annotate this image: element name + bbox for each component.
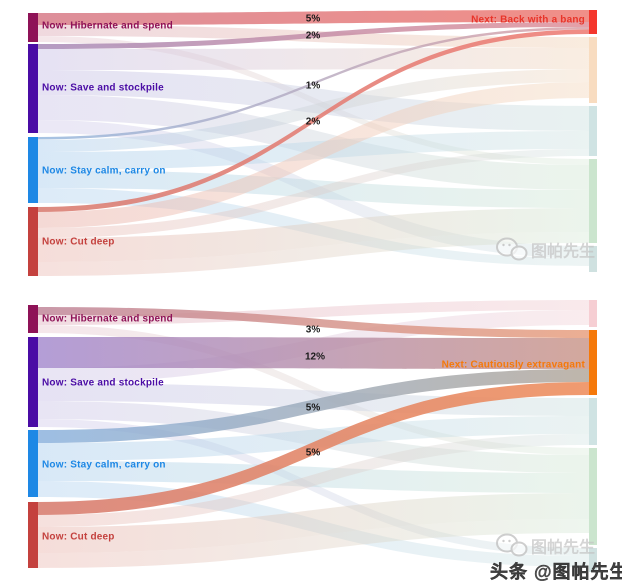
node-cautious	[589, 330, 597, 395]
wechat-bubble-eye-icon	[508, 243, 511, 247]
flow-save-to-cautious-highlighted	[38, 337, 589, 369]
flow-save-to-next-2	[38, 48, 589, 70]
sankey-svg-bottom: Now: Hibernate and spend Now: Save and st…	[28, 300, 622, 582]
node-next-3	[589, 398, 597, 445]
flow-save-to-next-5	[38, 419, 589, 556]
wechat-bubble-eye-icon	[508, 539, 511, 543]
flow-save-to-back-highlighted	[38, 22, 589, 49]
wechat-bubble-small-icon	[510, 541, 528, 557]
flow-cut-to-cautious-highlighted	[38, 382, 589, 515]
flow-percentage-label: 12%	[305, 352, 325, 363]
flow-cut-to-next-4b	[38, 519, 589, 568]
node-next-1	[589, 300, 597, 327]
sankey-svg-top: Now: Hibernate and spend Now: Save and st…	[28, 10, 597, 276]
node-calm	[28, 137, 38, 203]
flow-cut-to-next-4b	[38, 232, 589, 276]
flow-percentage-label: 1%	[306, 81, 321, 92]
flow-percentage-label: 3%	[306, 325, 321, 336]
node-label-save: Now: Save and stockpile	[42, 378, 164, 389]
flow-cut-to-next-4	[38, 493, 589, 553]
flow-cut-to-next-4	[38, 208, 589, 262]
watermark: 图帕先生	[496, 237, 595, 261]
wechat-bubble-small-icon	[510, 245, 528, 261]
node-save	[28, 337, 38, 427]
node-next-5	[589, 548, 597, 572]
node-label-cut: Now: Cut deep	[42, 237, 115, 248]
flow-percentage-label: 2%	[306, 117, 321, 128]
flow-percentage-label: 5%	[306, 14, 321, 25]
flow-percentage-label: 5%	[306, 403, 321, 414]
node-next-5	[589, 246, 597, 272]
sankey-chart-top: Now: Hibernate and spend Now: Save and st…	[0, 0, 622, 290]
flow-cut-to-next-3	[38, 149, 589, 238]
sankey-chart-bottom: Now: Hibernate and spend Now: Save and st…	[0, 297, 622, 587]
node-label-cut: Now: Cut deep	[42, 532, 115, 543]
node-label-cautious: Next: Cautiously extravagant	[442, 360, 586, 371]
flow-calm-to-back-highlighted	[38, 27, 589, 140]
watermark-text: 图帕先生	[531, 242, 595, 261]
node-calm	[28, 430, 38, 497]
node-label-calm: Now: Stay calm, carry on	[42, 460, 166, 471]
node-cut	[28, 502, 38, 568]
node-label-save: Now: Save and stockpile	[42, 83, 164, 94]
wechat-bubble-eye-icon	[502, 539, 505, 543]
watermark-text: 图帕先生	[531, 538, 595, 557]
node-next-2	[589, 37, 597, 103]
flow-cut-to-next-3	[38, 434, 589, 527]
node-next-4	[589, 448, 597, 545]
flow-cut-to-back-highlighted	[38, 29, 589, 212]
flow-save-to-next-3	[38, 70, 589, 131]
toutiao-watermark-text: 头条 @图帕先生	[490, 561, 622, 582]
wechat-bubble-eye-icon	[502, 243, 505, 247]
node-label-hibernate: Now: Hibernate and spend	[42, 314, 173, 325]
flow-calm-to-next-3	[38, 416, 589, 461]
flow-hibernate-to-cautious-highlighted	[38, 307, 589, 338]
node-next-3	[589, 106, 597, 156]
node-label-back: Next: Back with a bang	[471, 15, 585, 26]
flow-percentage-label: 5%	[306, 448, 321, 459]
node-back	[589, 10, 597, 34]
node-cut	[28, 207, 38, 276]
node-next-4	[589, 159, 597, 243]
flow-hibernate-to-next-1	[38, 300, 589, 325]
flow-calm-to-next-2	[38, 69, 589, 152]
watermark: 图帕先生	[496, 533, 595, 557]
flow-calm-to-cautious-highlighted	[38, 369, 589, 443]
node-save	[28, 44, 38, 133]
node-label-hibernate: Now: Hibernate and spend	[42, 21, 173, 32]
node-hibernate	[28, 13, 38, 42]
flow-hibernate-to-back-highlighted	[38, 10, 589, 25]
node-hibernate	[28, 305, 38, 333]
flow-percentage-label: 2%	[306, 31, 321, 42]
flow-hibernate-to-next-4	[38, 325, 589, 455]
flow-cut-to-next-2	[38, 82, 589, 228]
node-label-calm: Now: Stay calm, carry on	[42, 166, 166, 177]
